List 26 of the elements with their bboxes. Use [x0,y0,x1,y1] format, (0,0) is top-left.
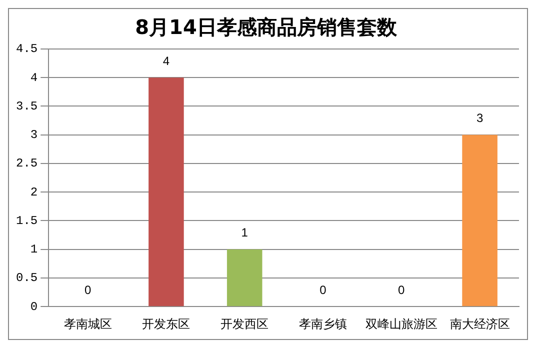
x-tick-label: 开发东区 [142,316,190,331]
y-tick-label: 2.5 [16,156,38,171]
data-label: 4 [162,54,170,68]
x-tick-label: 孝南乡镇 [299,316,347,331]
y-tick-label: 2 [30,185,38,200]
bar [462,134,498,306]
chart-title: 8月14日孝感商品房销售套数 [135,15,398,40]
x-tick-label: 南大经济区 [450,316,510,331]
data-label: 3 [476,111,484,126]
y-tick-label: 1 [30,242,38,257]
y-tick-label: 4.5 [16,42,38,56]
data-label: 0 [84,282,92,297]
y-tick-label: 3 [30,128,38,142]
bar [226,249,262,306]
y-tick-label: 4 [30,70,38,85]
data-label: 0 [320,282,327,297]
x-tick-label: 开发西区 [220,316,269,331]
y-tick-label: 0 [30,300,38,314]
data-label: 0 [398,282,406,297]
y-tick-label: 1.5 [16,214,38,228]
x-tick-label: 孝南城区 [64,316,112,331]
bar [148,78,184,306]
y-tick-label: 3.5 [16,99,38,114]
data-label: 1 [241,226,248,240]
y-tick-label: 0.5 [16,271,38,286]
x-tick-label: 双峰山旅游区 [365,316,438,331]
